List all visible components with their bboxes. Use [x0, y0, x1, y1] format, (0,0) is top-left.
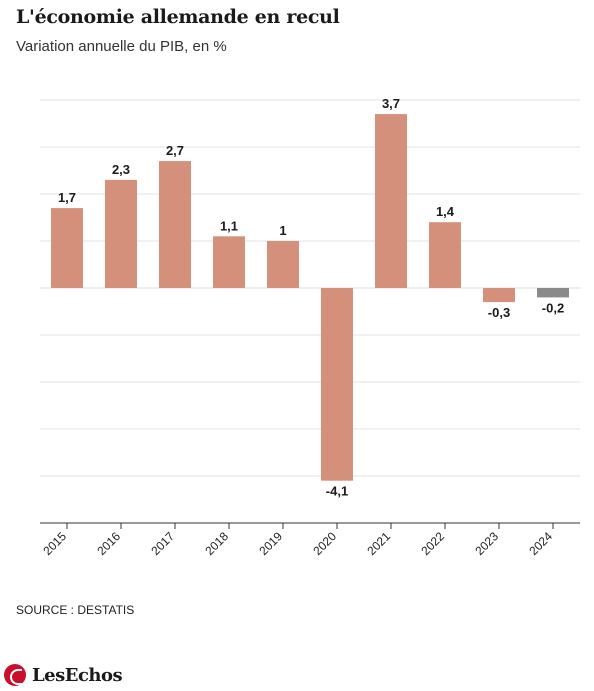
x-tick-label-2017: 2017 [148, 529, 177, 558]
chart-subtitle: Variation annuelle du PIB, en % [16, 38, 227, 55]
x-tick-label-2024: 2024 [526, 529, 555, 558]
bar-2019 [267, 241, 299, 288]
bar-2016 [105, 179, 137, 288]
bar-2018 [213, 236, 245, 288]
bar-2022 [429, 222, 461, 288]
data-label-2016: 2,3 [112, 162, 130, 177]
x-tick-label-2019: 2019 [256, 529, 285, 558]
bar-2024 [537, 288, 569, 298]
bar-2015 [51, 208, 83, 288]
chart-title: L'économie allemande en recul [16, 6, 340, 28]
x-tick-label-2022: 2022 [418, 529, 447, 558]
les-echos-logo-icon [4, 664, 26, 686]
data-label-2022: 1,4 [436, 204, 455, 219]
x-tick-label-2018: 2018 [202, 529, 231, 558]
x-tick-label-2016: 2016 [94, 529, 123, 558]
data-label-2020: -4,1 [326, 484, 348, 499]
bar-2020 [321, 288, 353, 481]
bar-2017 [159, 161, 191, 288]
data-label-2018: 1,1 [220, 218, 238, 233]
les-echos-logo: LesEchos [4, 664, 123, 686]
data-label-2021: 3,7 [382, 96, 400, 111]
x-tick-label-2023: 2023 [472, 529, 501, 558]
source-note: SOURCE : DESTATIS [16, 603, 135, 617]
x-tick-label-2020: 2020 [310, 529, 339, 558]
bar-2021 [375, 114, 407, 288]
data-label-2024: -0,2 [542, 300, 564, 315]
bar-2023 [483, 288, 515, 303]
x-tick-label-2015: 2015 [40, 529, 69, 558]
data-label-2015: 1,7 [58, 190, 76, 205]
data-label-2019: 1 [279, 223, 286, 238]
x-tick-label-2021: 2021 [364, 529, 393, 558]
logo-text: LesEchos [32, 664, 123, 686]
bar-chart: 1,7 2015 2,3 2016 2,7 2017 1,1 2018 1 2019 -4,1 202… [40, 96, 580, 558]
data-label-2023: -0,3 [488, 305, 510, 320]
data-label-2017: 2,7 [166, 143, 184, 158]
